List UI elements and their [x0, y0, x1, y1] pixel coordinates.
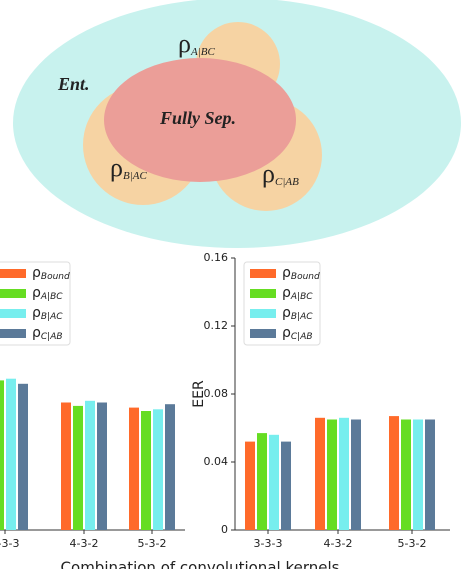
x-tick-label: 4-3-2 [324, 537, 353, 550]
legend-swatch [250, 309, 276, 318]
bar [269, 434, 279, 530]
legend-label: ρBound [32, 265, 70, 282]
fully-sep-region [104, 58, 296, 182]
y-tick-label: 0 [221, 523, 228, 536]
x-axis-label: Combination of convolutional kernels [61, 559, 340, 569]
bar [165, 404, 175, 530]
bar [339, 417, 349, 530]
bar [18, 383, 28, 530]
rho-subscript: A|BC [190, 46, 215, 58]
legend-label: ρB|AC [282, 305, 313, 322]
x-tick-label: 4-3-2 [70, 537, 99, 550]
legend-swatch [0, 269, 26, 278]
bar [257, 433, 267, 530]
fully-sep-label: Fully Sep. [159, 108, 236, 128]
rho-label: ρB|AC [110, 153, 147, 182]
y-tick-label: 0.12 [204, 319, 229, 332]
legend-swatch [0, 309, 26, 318]
x-tick-label: 3-3-3 [254, 537, 283, 550]
bar [129, 407, 139, 530]
legend-swatch [0, 289, 26, 298]
legend-label: ρC|AB [32, 325, 63, 342]
bar [389, 416, 399, 530]
legend-label: ρBound [282, 265, 320, 282]
bar [0, 380, 4, 530]
legend-box [0, 261, 71, 346]
rho-label: ρC|AB [262, 159, 299, 188]
bar [413, 419, 423, 530]
legend-box [243, 261, 321, 346]
bar [351, 419, 361, 530]
bar [85, 400, 95, 530]
legend-swatch [250, 289, 276, 298]
rho-symbol: ρ [262, 159, 275, 188]
bar [97, 402, 107, 530]
legend-label: ρA|BC [32, 285, 63, 302]
legend-swatch [250, 269, 276, 278]
legend-label: ρA|BC [282, 285, 313, 302]
bar [61, 402, 71, 530]
bar [73, 405, 83, 530]
rho-label: ρA|BC [178, 29, 215, 58]
bar [153, 409, 163, 530]
bar [327, 419, 337, 530]
x-tick-label: 5-3-2 [398, 537, 427, 550]
rho-symbol: ρ [110, 153, 123, 182]
rho-symbol: ρ [178, 29, 191, 58]
rho-subscript: C|AB [275, 176, 299, 188]
x-tick-label: 3-3-3 [0, 537, 19, 550]
x-tick-label: 5-3-2 [138, 537, 167, 550]
bar [281, 441, 291, 530]
legend-label: ρC|AB [282, 325, 313, 342]
bar [245, 441, 255, 530]
bar [425, 419, 435, 530]
legend-swatch [0, 329, 26, 338]
ent-label: Ent. [57, 74, 90, 94]
y-tick-label: 0.08 [204, 387, 229, 400]
bar [141, 411, 151, 530]
bar [6, 378, 16, 530]
bar [401, 419, 411, 530]
y-tick-label: 0.04 [204, 455, 229, 468]
legend-label: ρB|AC [32, 305, 63, 322]
rho-subscript: B|AC [123, 170, 147, 182]
y-tick-label: 0.16 [204, 251, 229, 264]
y-axis-label: EER [191, 380, 207, 408]
legend-swatch [250, 329, 276, 338]
bar [315, 417, 325, 530]
